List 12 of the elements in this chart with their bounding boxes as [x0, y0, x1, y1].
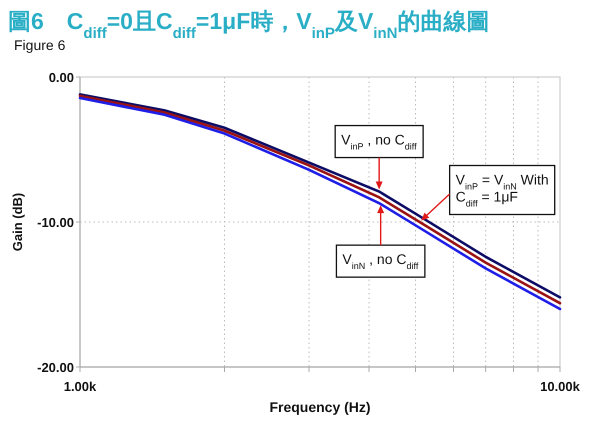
chart-subtitle: Figure 6	[14, 37, 66, 53]
x-tick-label: 10.00k	[540, 379, 581, 394]
y-tick-label: -20.00	[37, 360, 74, 375]
annotation: C$_{diff}$ = 1μF	[456, 188, 518, 208]
x-axis-title: Frequency (Hz)	[269, 399, 371, 415]
y-axis-title: Gain (dB)	[10, 192, 25, 252]
annotation: V$_{inN}$ , no C$_{diff}$	[342, 251, 419, 272]
y-tick-label: -10.00	[37, 215, 74, 230]
x-tick-label: 1.00k	[64, 379, 98, 394]
annotation: V$_{inP}$ , no C$_{diff}$	[341, 132, 418, 152]
y-tick-label: 0.00	[48, 70, 74, 85]
annotation: V$_{inP}$ = V$_{inN}$ With	[456, 172, 549, 192]
